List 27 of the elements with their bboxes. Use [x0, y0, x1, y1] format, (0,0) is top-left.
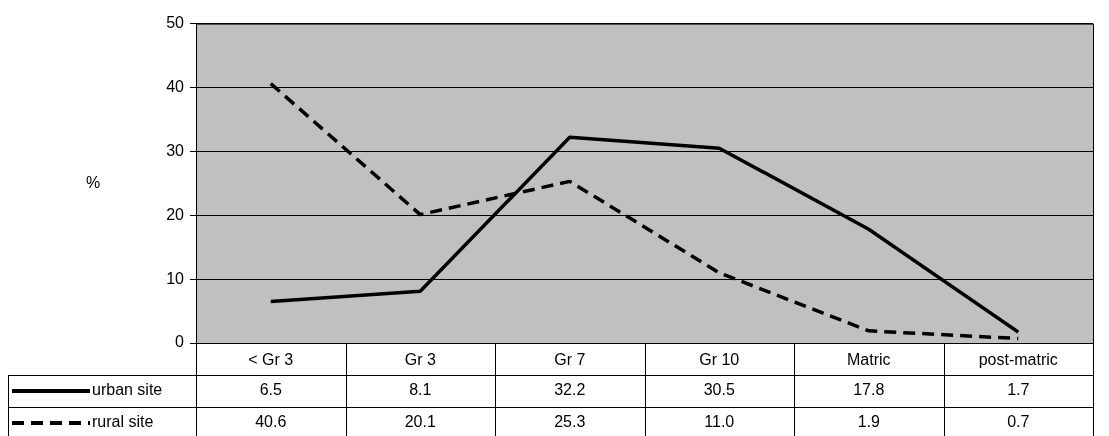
- x-tick-label: Matric: [846, 351, 891, 369]
- data-label: 0.7: [1007, 413, 1030, 431]
- data-label: 32.2: [554, 381, 586, 399]
- data-label: 1.7: [1007, 381, 1030, 399]
- x-tick-label: < Gr 3: [248, 351, 294, 369]
- y-tick-label: 40: [166, 77, 185, 95]
- y-tick-label: 30: [166, 141, 185, 159]
- x-tick-label: Gr 10: [699, 351, 740, 369]
- legend-label: rural site: [92, 413, 154, 431]
- data-label: 1.9: [857, 413, 880, 431]
- legend-label: urban site: [92, 381, 163, 399]
- data-label: 20.1: [404, 413, 436, 431]
- x-tick-label: post-matric: [978, 351, 1058, 369]
- x-tick-label: Gr 3: [404, 351, 436, 369]
- data-label: 17.8: [853, 381, 885, 399]
- y-tick-label: 50: [166, 14, 185, 32]
- y-tick-label: 0: [175, 333, 185, 351]
- data-label: 11.0: [704, 413, 735, 431]
- x-tick-label: Gr 7: [554, 351, 586, 369]
- data-label: 8.1: [409, 381, 432, 399]
- y-tick-label: 10: [166, 269, 185, 287]
- y-tick-label: 20: [166, 205, 185, 223]
- data-label: 40.6: [255, 413, 287, 431]
- data-label: 25.3: [554, 413, 586, 431]
- data-label: 6.5: [259, 381, 282, 399]
- y-axis-title: %: [85, 173, 101, 191]
- data-label: 30.5: [703, 381, 735, 399]
